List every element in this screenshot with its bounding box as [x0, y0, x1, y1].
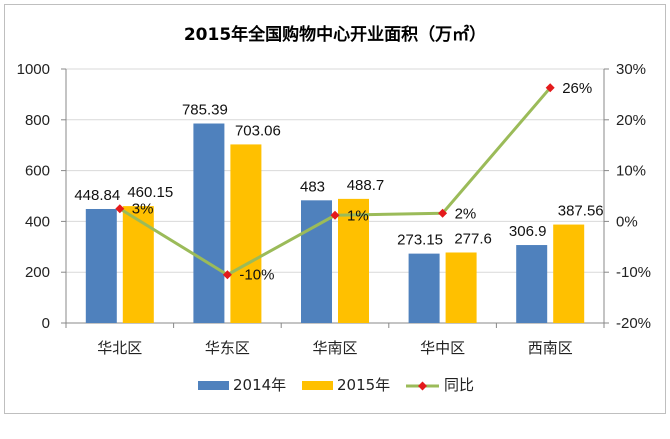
bar-2015年: [122, 206, 154, 323]
category-label: 华东区: [205, 339, 250, 357]
right-axis-tick-label: -10%: [616, 264, 651, 281]
axes: 0 200 400 600 800 1000 -20% -10% 0% 10% 20% 30% 华北区 华…: [17, 61, 651, 357]
category-label: 西南区: [528, 339, 573, 357]
right-axis-tick-label: -20%: [616, 315, 651, 332]
line-series: [115, 83, 555, 280]
bar-2015年: [553, 224, 585, 323]
left-axis-tick-label: 0: [42, 315, 50, 332]
legend: 2014年 2015年 同比: [198, 376, 474, 394]
bar-value-label: 460.15: [127, 184, 173, 201]
yoy-value-label: -10%: [239, 267, 274, 284]
bar-value-label: 277.6: [454, 230, 492, 247]
bar-value-label: 387.56: [558, 203, 604, 220]
bar-value-label: 448.84: [74, 187, 120, 204]
bar-value-label: 785.39: [182, 102, 228, 119]
bar-value-label: 488.7: [347, 177, 385, 194]
yoy-marker: [115, 204, 125, 214]
bar-value-label: 273.15: [397, 232, 443, 249]
yoy-marker: [438, 208, 448, 218]
yoy-marker: [222, 270, 232, 280]
legend-label: 2015年: [337, 376, 390, 394]
left-axis-tick-label: 200: [25, 264, 50, 281]
bar-2015年: [230, 144, 262, 323]
category-label: 华中区: [420, 339, 465, 357]
right-axis-tick-label: 20%: [616, 112, 646, 129]
bar-2014年: [408, 253, 440, 323]
yoy-value-label: 26%: [562, 80, 592, 97]
category-label: 华北区: [97, 339, 142, 357]
left-axis-tick-label: 600: [25, 163, 50, 180]
bar-value-label: 306.9: [509, 223, 547, 240]
legend-swatch: [198, 381, 229, 390]
bar-2015年: [338, 198, 369, 323]
right-axis-tick-label: 30%: [616, 61, 646, 78]
chart-title: 2015年全国购物中心开业面积（万㎡）: [184, 24, 486, 45]
gridlines: [66, 68, 604, 273]
legend-label: 同比: [444, 376, 474, 394]
data-labels: 448.84 785.39 483 273.15 306.9 460.15 703.06 48…: [74, 80, 603, 284]
legend-label: 2014年: [233, 376, 286, 394]
left-axis-tick-label: 400: [25, 213, 50, 230]
yoy-value-label: 1%: [347, 207, 369, 224]
yoy-value-label: 2%: [455, 205, 477, 222]
legend-marker: [418, 381, 427, 391]
yoy-marker: [545, 83, 555, 93]
bar-2014年: [516, 245, 548, 323]
category-label: 华南区: [312, 339, 357, 357]
bar-2014年: [193, 123, 225, 323]
bar-value-label: 703.06: [235, 122, 281, 139]
bar-2014年: [85, 208, 117, 323]
left-axis-tick-label: 800: [25, 112, 50, 129]
left-axis-tick-label: 1000: [17, 61, 50, 78]
bar-value-label: 483: [300, 178, 325, 195]
right-axis-tick-label: 10%: [616, 163, 646, 180]
yoy-value-label: 3%: [132, 201, 154, 218]
legend-swatch: [302, 381, 333, 390]
bar-2015年: [445, 252, 477, 323]
right-axis-tick-label: 0%: [616, 213, 638, 230]
yoy-marker: [330, 210, 340, 220]
